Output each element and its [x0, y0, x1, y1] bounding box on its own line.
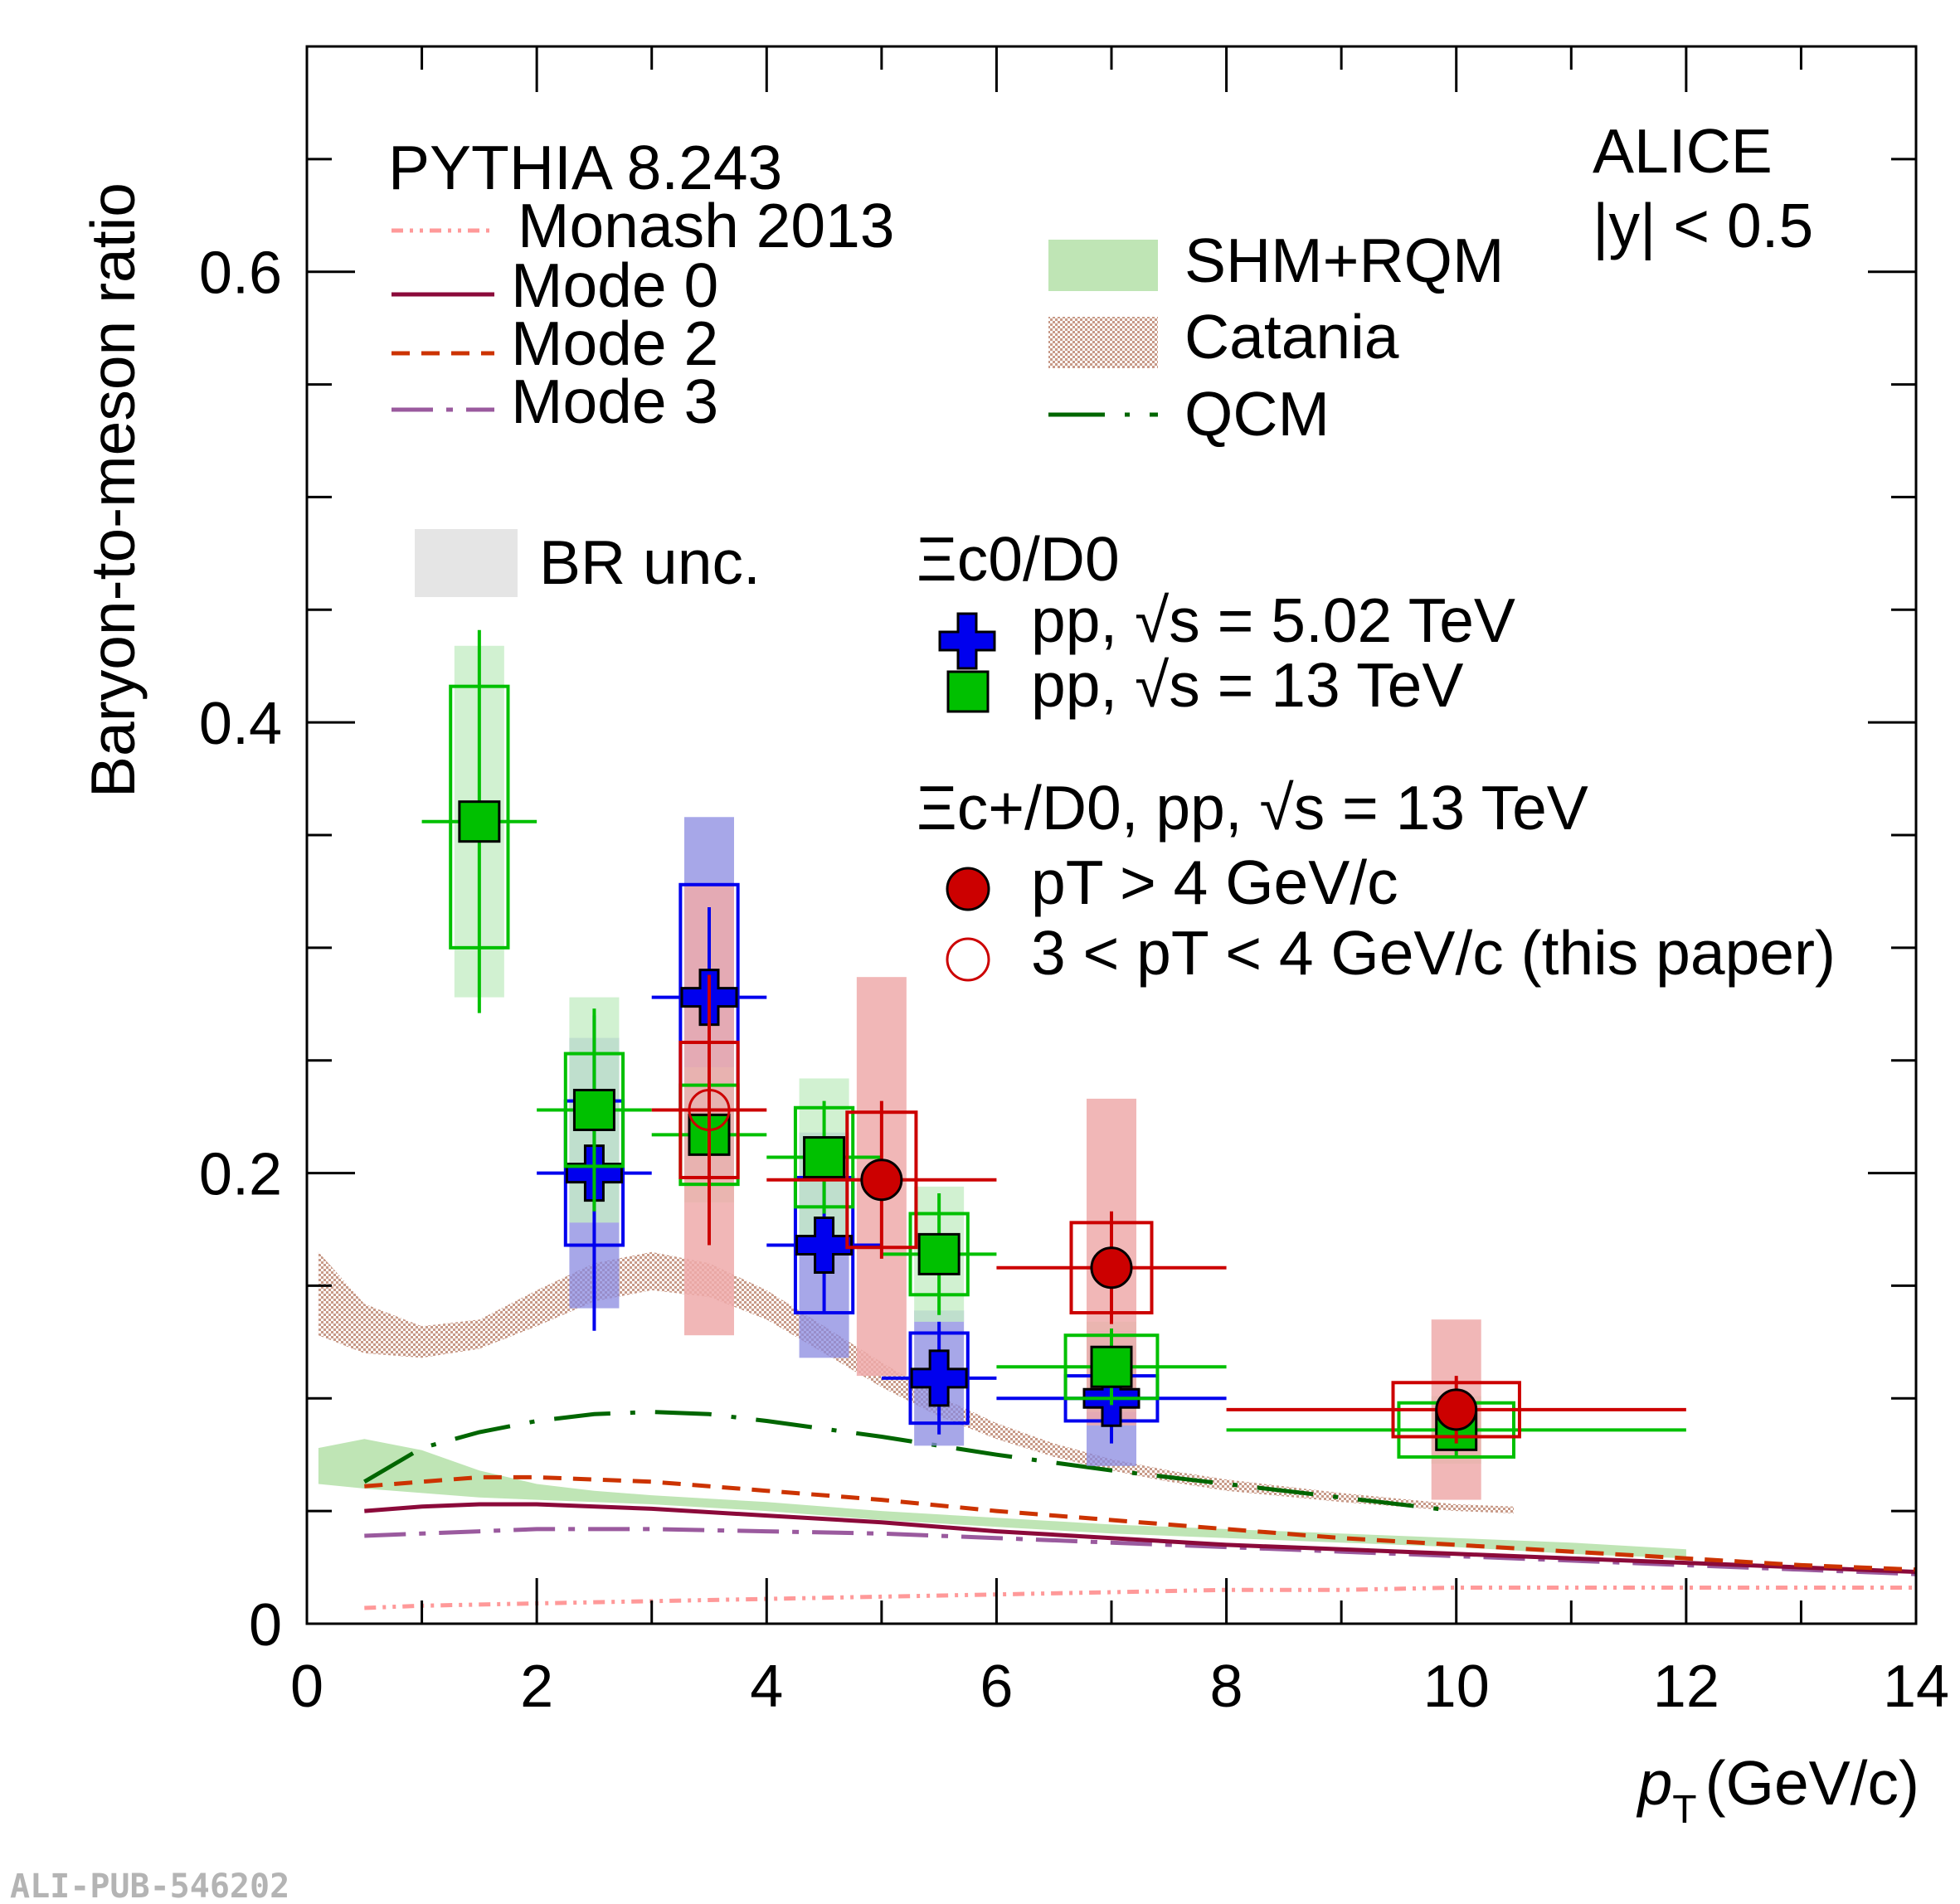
legend-br-label: BR unc.	[539, 527, 761, 597]
mode2-curve	[364, 1474, 1917, 1572]
x-tick-label: 0	[290, 1654, 323, 1720]
mode0-curve	[364, 1502, 1917, 1574]
legend-pp13-label: pp, √s = 13 TeV	[1031, 650, 1463, 720]
y-tick-label: 0.6	[199, 240, 282, 307]
legend-mode2-label: Mode 2	[511, 308, 718, 378]
axes: 0 2 4 6 8 10 12 14 0 0.2 0.4 0.6	[199, 45, 1949, 1720]
qcm-curve	[363, 1410, 1457, 1513]
legend-monash-label: Monash 2013	[518, 191, 895, 260]
x-tick-label: 4	[750, 1654, 783, 1720]
data-marker-cross	[910, 1349, 968, 1407]
watermark: ALI-PUB-546202	[10, 1868, 289, 1904]
experiment-label: ALICE	[1593, 116, 1773, 186]
x-axis-label: pT (GeV/c)	[1637, 1748, 1919, 1832]
legend-catania-swatch	[1048, 317, 1158, 368]
x-tick-label: 10	[1423, 1654, 1490, 1720]
shm-rqm-band	[318, 1439, 1686, 1559]
x-tick-label: 2	[520, 1654, 553, 1720]
rapidity-label: |y| < 0.5	[1593, 191, 1813, 260]
y-tick-label: 0.4	[199, 691, 282, 757]
mode3-curve	[364, 1527, 1917, 1576]
y-tick-label: 0	[249, 1592, 282, 1659]
monash-curve	[364, 1586, 1916, 1610]
data-marker-circle	[1090, 1246, 1133, 1290]
legend-pp502-marker	[938, 612, 996, 670]
legend-pythia-title: PYTHIA 8.243	[388, 133, 782, 202]
data-marker-square	[458, 800, 501, 843]
legend-low-label: 3 < pT < 4 GeV/c (this paper)	[1031, 918, 1836, 988]
legend-pp13-marker	[946, 670, 990, 713]
data-marker-square	[803, 1136, 846, 1179]
data-marker-square	[917, 1232, 961, 1275]
x-tick-label: 6	[980, 1654, 1013, 1720]
legend-high-label: pT > 4 GeV/c	[1031, 848, 1398, 917]
x-tick-label: 12	[1653, 1654, 1719, 1720]
data-marker-circle	[860, 1158, 903, 1202]
data-marker-square	[572, 1088, 615, 1131]
legend-mode0-label: Mode 0	[511, 250, 718, 320]
data-marker-square	[1090, 1345, 1133, 1388]
legend-pp502-label: pp, √s = 5.02 TeV	[1031, 585, 1515, 655]
y-axis-label: Baryon-to-meson ratio	[78, 182, 148, 798]
legend-shm-label: SHM+RQM	[1184, 226, 1504, 295]
data-marker-open-circle	[688, 1088, 731, 1131]
legend-shm-swatch	[1048, 240, 1158, 291]
legend-qcm-label: QCM	[1184, 379, 1330, 449]
x-tick-label: 8	[1210, 1654, 1243, 1720]
legend-br-swatch	[415, 529, 518, 597]
data-points	[421, 629, 1686, 1500]
data-marker-circle	[1435, 1388, 1478, 1431]
data-marker-cross	[795, 1217, 854, 1275]
legend-mode3-label: Mode 3	[511, 367, 718, 436]
legend-catania-label: Catania	[1184, 302, 1399, 372]
y-tick-label: 0.2	[199, 1142, 282, 1208]
x-tick-label: 14	[1883, 1654, 1949, 1720]
model-curves	[363, 1410, 1917, 1610]
legend-low-marker	[946, 937, 990, 982]
legend-xic0-header: Ξc0/D0	[917, 524, 1120, 594]
legend-high-marker	[946, 867, 990, 911]
legend-xicp-header: Ξc+/D0, pp, √s = 13 TeV	[917, 773, 1588, 843]
